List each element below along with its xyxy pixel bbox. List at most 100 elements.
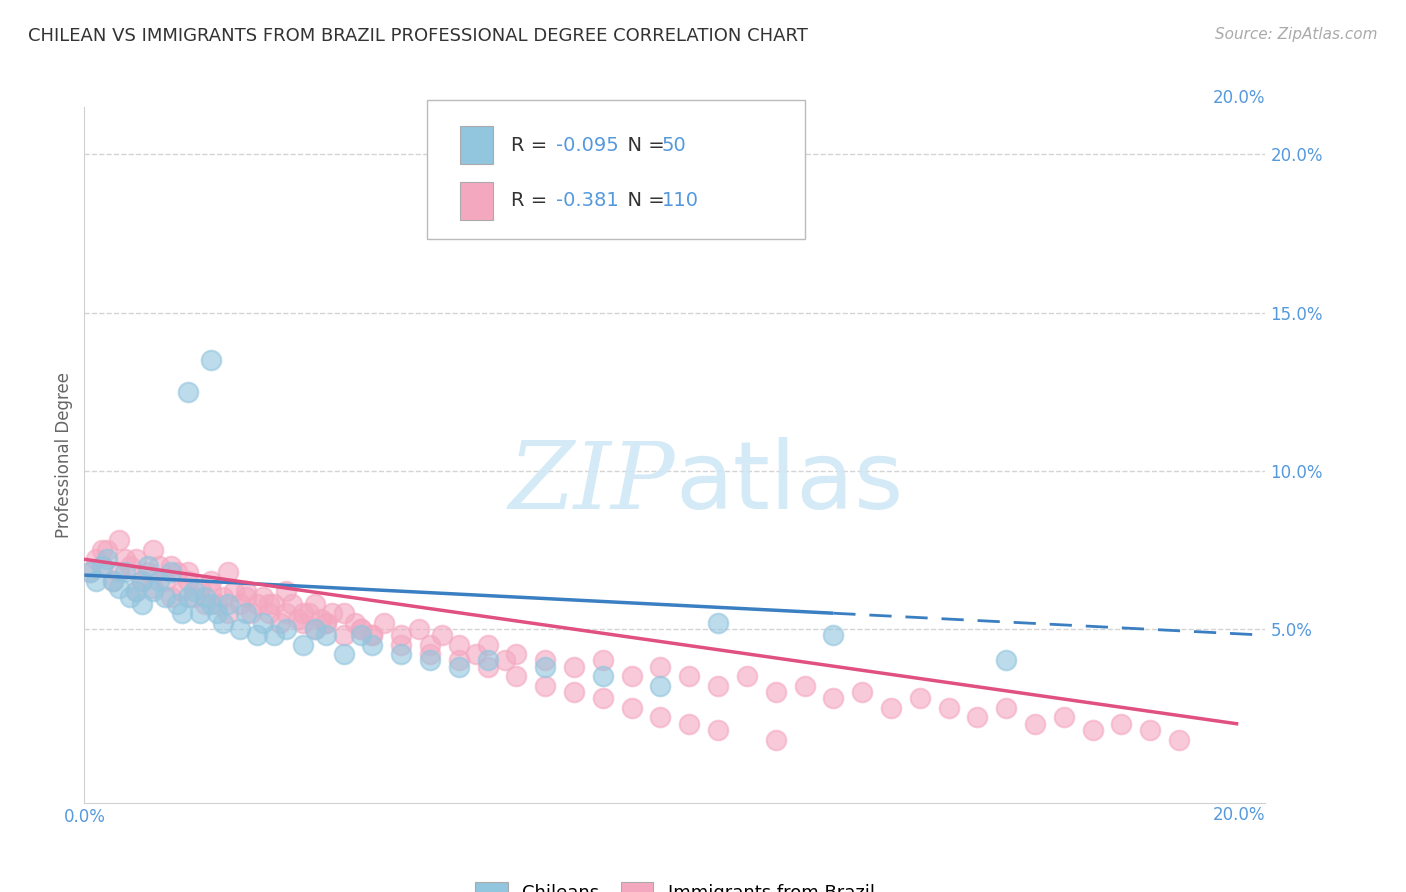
Point <box>505 647 527 661</box>
Point <box>211 615 233 630</box>
Text: 110: 110 <box>662 192 699 211</box>
Point <box>678 716 700 731</box>
Point <box>125 583 148 598</box>
Point <box>707 723 730 737</box>
Point <box>1081 723 1104 737</box>
Point <box>361 628 384 642</box>
Text: ZIP: ZIP <box>508 438 675 528</box>
Point <box>1111 716 1133 731</box>
Y-axis label: Professional Degree: Professional Degree <box>55 372 73 538</box>
Point <box>321 606 343 620</box>
Point <box>229 597 252 611</box>
Point <box>200 597 222 611</box>
Point <box>235 606 257 620</box>
Point <box>177 574 200 589</box>
Point <box>159 591 181 605</box>
Point <box>389 638 412 652</box>
Point <box>205 597 228 611</box>
Point <box>274 606 297 620</box>
Point <box>292 615 315 630</box>
Point <box>183 591 205 605</box>
Point <box>765 685 787 699</box>
Point <box>274 583 297 598</box>
Point <box>229 622 252 636</box>
Point <box>304 597 326 611</box>
Point <box>823 628 845 642</box>
Point <box>477 653 499 667</box>
Text: N =: N = <box>614 136 671 155</box>
Point <box>217 606 239 620</box>
Point <box>332 606 354 620</box>
Point <box>79 565 101 579</box>
Point <box>350 628 373 642</box>
Point <box>120 558 142 573</box>
Point <box>477 660 499 674</box>
Point <box>90 558 112 573</box>
Point <box>707 679 730 693</box>
Point <box>246 628 269 642</box>
Point <box>350 622 373 636</box>
Point <box>79 565 101 579</box>
Point <box>592 653 614 667</box>
Point <box>172 606 194 620</box>
Point <box>166 597 188 611</box>
Point <box>447 638 470 652</box>
Point <box>292 606 315 620</box>
Point <box>534 679 557 693</box>
Point <box>159 558 181 573</box>
Point <box>90 542 112 557</box>
Point <box>1053 710 1076 724</box>
Point <box>235 583 257 598</box>
Point <box>592 691 614 706</box>
Point <box>125 583 148 598</box>
Point <box>131 574 153 589</box>
Point <box>292 638 315 652</box>
Point <box>332 628 354 642</box>
Point <box>131 597 153 611</box>
Point <box>217 565 239 579</box>
Point <box>765 732 787 747</box>
Point <box>332 647 354 661</box>
Point <box>880 701 903 715</box>
Text: -0.095: -0.095 <box>555 136 619 155</box>
Point <box>200 574 222 589</box>
Point <box>465 647 488 661</box>
Point <box>142 581 165 595</box>
Point <box>120 591 142 605</box>
Point <box>287 612 309 626</box>
Text: atlas: atlas <box>675 437 903 529</box>
Point <box>389 647 412 661</box>
FancyBboxPatch shape <box>427 100 804 239</box>
Point <box>148 574 170 589</box>
Text: 20.0%: 20.0% <box>1213 805 1265 823</box>
Bar <box>460 126 494 164</box>
Point <box>142 583 165 598</box>
Point <box>183 583 205 598</box>
Point <box>447 660 470 674</box>
Point <box>257 597 280 611</box>
Point <box>172 583 194 598</box>
Point <box>309 612 332 626</box>
Point <box>211 591 233 605</box>
Point <box>125 552 148 566</box>
Point <box>257 606 280 620</box>
Point <box>823 691 845 706</box>
Point <box>344 615 367 630</box>
Point <box>419 638 441 652</box>
Point <box>707 615 730 630</box>
Point <box>419 647 441 661</box>
Point <box>505 669 527 683</box>
Point <box>793 679 815 693</box>
Point <box>96 542 118 557</box>
Point <box>350 622 373 636</box>
Point <box>304 622 326 636</box>
Point <box>447 653 470 667</box>
Point <box>90 558 112 573</box>
Point <box>938 701 960 715</box>
Point <box>224 583 246 598</box>
Point <box>114 552 136 566</box>
Point <box>419 653 441 667</box>
Point <box>620 701 643 715</box>
Bar <box>460 182 494 220</box>
Point <box>153 574 176 589</box>
